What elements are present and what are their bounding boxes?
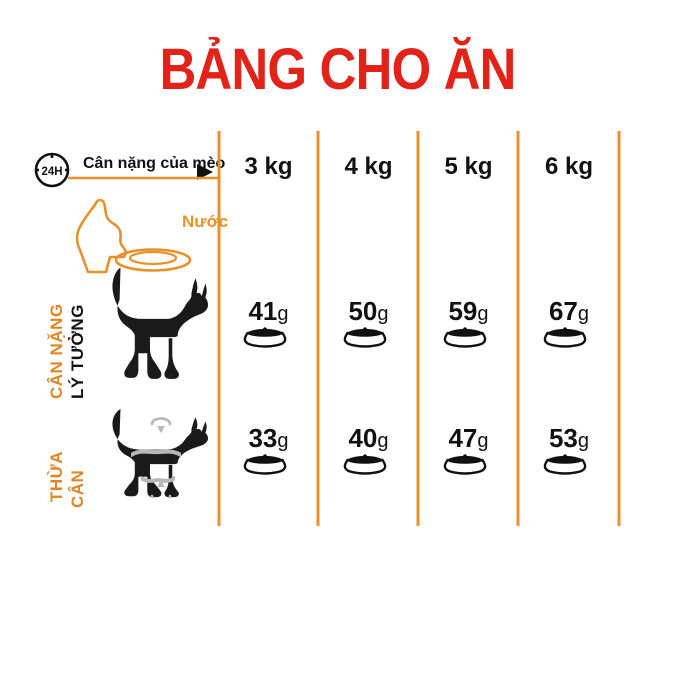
svg-text:24H: 24H: [41, 166, 62, 178]
